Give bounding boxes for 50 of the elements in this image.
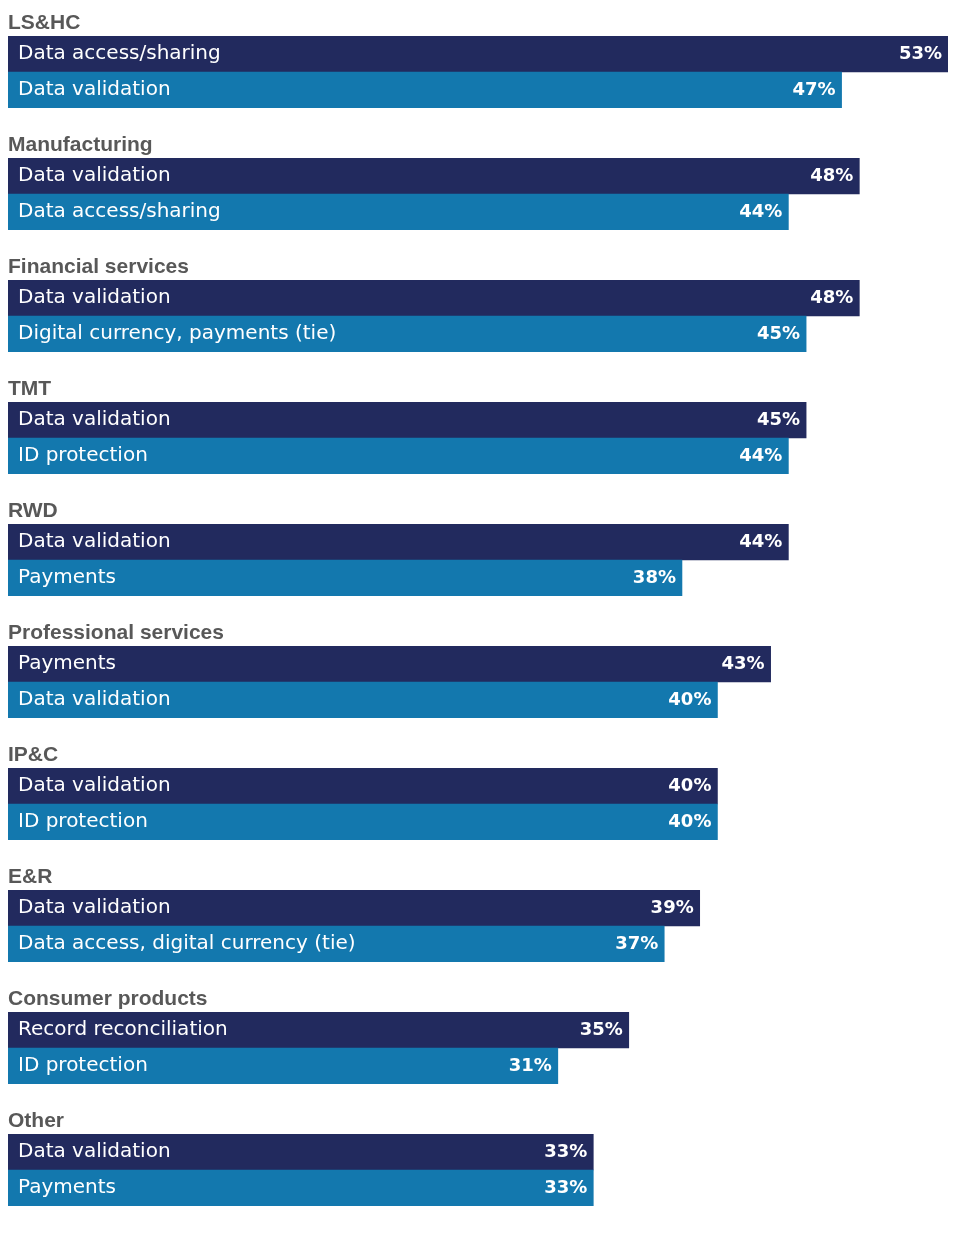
data-label: 44%	[739, 529, 783, 551]
category-label: Payments	[18, 650, 116, 675]
category-label: Digital currency, payments (tie)	[18, 320, 337, 345]
data-label: 35%	[579, 1017, 623, 1039]
category-label: Data access/sharing	[18, 40, 221, 65]
data-label: 31%	[508, 1053, 552, 1075]
category-label: Data validation	[18, 1138, 171, 1163]
data-label: 48%	[810, 163, 854, 185]
chart-title: LS&HC	[8, 9, 82, 35]
chart-title: Other	[8, 1107, 65, 1133]
category-label: Data validation	[18, 528, 171, 553]
category-label: Payments	[18, 1174, 116, 1199]
data-label: 44%	[739, 199, 783, 221]
data-label: 47%	[792, 77, 836, 99]
data-label: 33%	[544, 1175, 588, 1197]
data-label: 40%	[668, 809, 712, 831]
category-label: Data validation	[18, 686, 171, 711]
data-label: 53%	[898, 41, 942, 63]
data-label: 37%	[615, 931, 659, 953]
chart-title: RWD	[8, 497, 59, 523]
category-label: Payments	[18, 564, 116, 589]
data-label: 45%	[757, 321, 801, 343]
category-label: Record reconciliation	[18, 1016, 228, 1041]
data-label: 40%	[668, 687, 712, 709]
category-label: Data validation	[18, 894, 171, 919]
chart-title: Manufacturing	[8, 131, 154, 157]
data-label: 48%	[810, 285, 854, 307]
data-label: 33%	[544, 1139, 588, 1161]
category-label: ID protection	[18, 1052, 148, 1077]
category-label: Data access, digital currency (tie)	[18, 930, 356, 955]
category-label: Data validation	[18, 284, 171, 309]
chart-title: Professional services	[8, 619, 225, 645]
data-label: 45%	[757, 407, 801, 429]
data-label: 38%	[632, 565, 676, 587]
chart-title: Consumer products	[8, 985, 209, 1011]
chart-title: Financial services	[8, 253, 190, 279]
category-label: Data validation	[18, 772, 171, 797]
data-label: 43%	[721, 651, 765, 673]
category-label: Data access/sharing	[18, 198, 221, 223]
category-label: Data validation	[18, 76, 171, 101]
data-label: 44%	[739, 443, 783, 465]
chart-title: E&R	[8, 863, 54, 889]
category-label: ID protection	[18, 442, 148, 467]
category-label: Data validation	[18, 162, 171, 187]
text: TMT	[8, 375, 53, 401]
data-label: 40%	[668, 773, 712, 795]
category-label: Data validation	[18, 406, 171, 431]
data-label: 39%	[650, 895, 694, 917]
category-label: ID protection	[18, 808, 148, 833]
chart-title: IP&C	[8, 741, 60, 767]
